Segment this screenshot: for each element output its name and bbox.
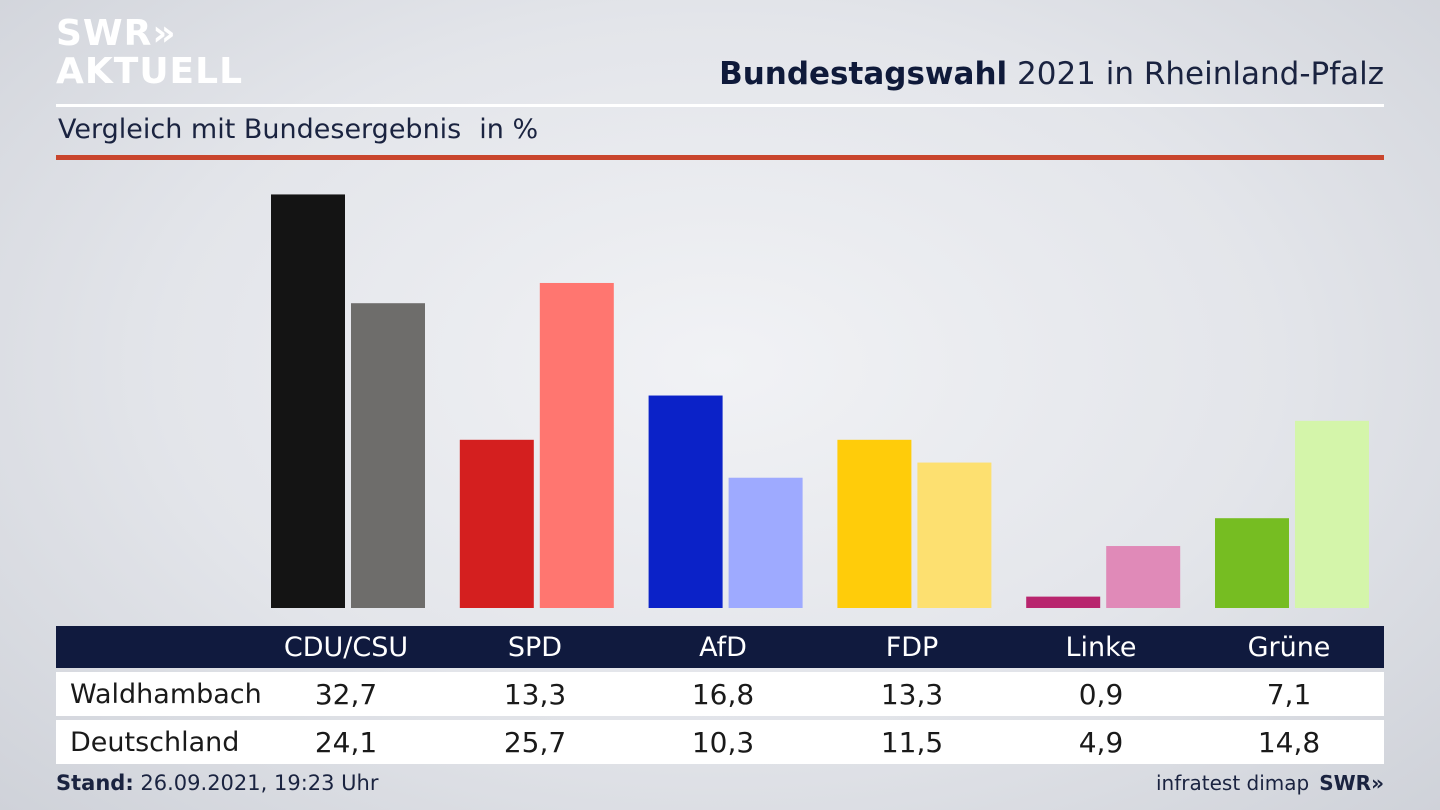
row-label: Deutschland xyxy=(70,726,240,758)
logo-line-1: SWR» xyxy=(56,13,177,54)
table-cell: 32,7 xyxy=(314,677,378,711)
column-header: CDU/CSU xyxy=(283,631,409,663)
logo-line-2: AKTUELL xyxy=(56,51,244,92)
column-header: SPD xyxy=(507,631,563,663)
bar-afd-deutschland xyxy=(728,477,803,608)
accent-divider xyxy=(56,155,1384,160)
subtitle-text: Vergleich mit Bundesergebnis xyxy=(58,114,462,145)
table-cell: 10,3 xyxy=(691,725,755,759)
column-header: Grüne xyxy=(1247,631,1331,663)
swr-aktuell-logo: SWR» AKTUELL xyxy=(56,13,242,90)
unit-label: in % xyxy=(479,114,539,145)
table-cell: 16,8 xyxy=(691,677,755,711)
table-cell: 13,3 xyxy=(503,677,567,711)
table-header: CDU/CSU SPD AfD FDP Linke Grüne xyxy=(56,626,1384,668)
row-label: Waldhambach xyxy=(70,678,262,710)
column-header: Linke xyxy=(1065,631,1137,663)
table-cell: 4,9 xyxy=(1078,725,1124,759)
bar-fdp-waldhambach xyxy=(837,439,912,608)
source-text: infratest dimap xyxy=(1156,771,1310,795)
column-header: AfD xyxy=(699,631,747,663)
bar-gr-ne-deutschland xyxy=(1295,420,1369,608)
timestamp: Stand: 26.09.2021, 19:23 Uhr xyxy=(56,771,379,795)
bar-cdu-csu-deutschland xyxy=(351,303,425,608)
bar-cdu-csu-waldhambach xyxy=(271,194,345,609)
table-cell: 11,5 xyxy=(880,725,944,759)
bar-fdp-deutschland xyxy=(917,462,992,608)
swr-brand: SWR» xyxy=(1319,771,1384,795)
chart-title-rest: 2021 in Rheinland-Pfalz xyxy=(1007,56,1384,92)
chart-title-bold: Bundestagswahl xyxy=(719,56,1008,92)
chart-subtitle: Vergleich mit Bundesergebnis in % xyxy=(58,114,538,145)
header-divider xyxy=(56,104,1384,107)
bar-spd-deutschland xyxy=(539,282,614,608)
bar-spd-waldhambach xyxy=(459,439,534,608)
chart-title: Bundestagswahl 2021 in Rheinland-Pfalz xyxy=(719,56,1384,92)
bar-gr-ne-waldhambach xyxy=(1215,518,1289,608)
table-cell: 13,3 xyxy=(880,677,944,711)
bar-linke-waldhambach xyxy=(1026,596,1101,608)
bar-afd-waldhambach xyxy=(648,395,723,608)
table-row: Deutschland 24,1 25,7 10,3 11,5 4,9 14,8 xyxy=(56,720,1384,764)
table-cell: 24,1 xyxy=(314,725,378,759)
table-cell: 25,7 xyxy=(503,725,567,759)
table-cell: 14,8 xyxy=(1257,725,1321,759)
table-cell: 0,9 xyxy=(1078,677,1124,711)
bar-linke-deutschland xyxy=(1106,546,1181,608)
table-row: Waldhambach 32,7 13,3 16,8 13,3 0,9 7,1 xyxy=(56,672,1384,716)
stand-label: Stand: xyxy=(56,771,134,795)
stand-value: 26.09.2021, 19:23 Uhr xyxy=(133,771,379,795)
results-table: CDU/CSU SPD AfD FDP Linke Grüne Waldhambach 3… xyxy=(56,626,1384,764)
source-credit: infratest dimap SWR» xyxy=(1156,771,1384,795)
column-header: FDP xyxy=(885,631,939,663)
table-cell: 7,1 xyxy=(1266,677,1312,711)
